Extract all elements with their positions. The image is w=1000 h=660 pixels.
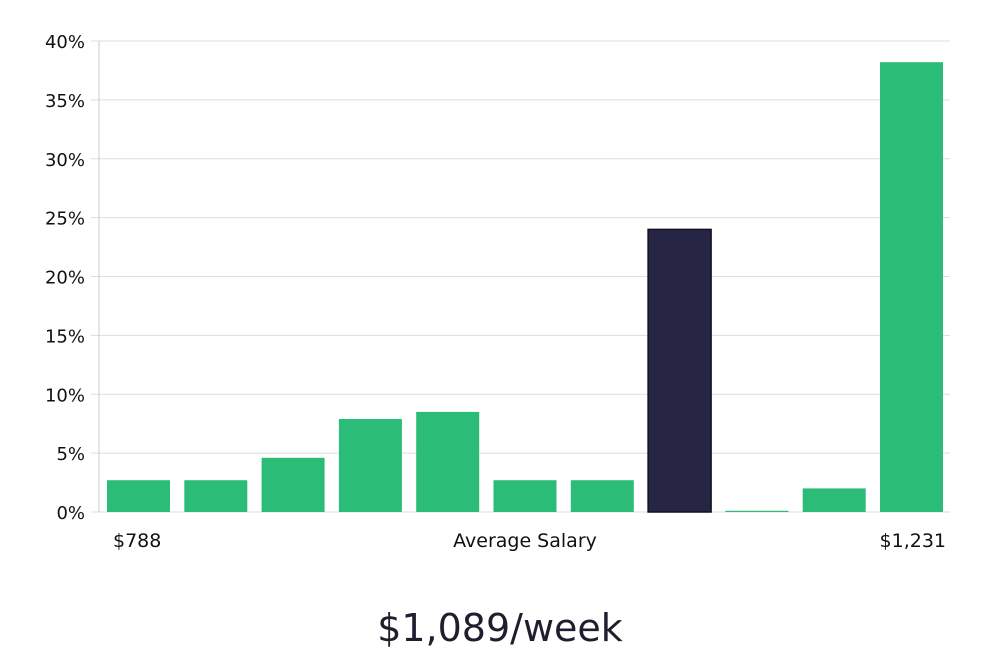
bar	[493, 480, 557, 512]
bars	[107, 62, 943, 513]
y-axis-ticks: 0% 5% 10% 15% 20% 25% 30% 35% 40%	[45, 32, 85, 524]
average-salary-value: $1,089/week	[377, 606, 623, 650]
bar	[570, 480, 634, 512]
bar-highlighted	[647, 228, 712, 513]
x-min-label: $788	[113, 530, 161, 552]
y-tick-label: 25%	[45, 209, 85, 230]
y-tick-label: 15%	[45, 326, 85, 347]
x-max-label: $1,231	[880, 530, 946, 552]
y-tick-label: 40%	[45, 32, 85, 53]
bar	[338, 419, 402, 512]
y-tick-label: 30%	[45, 150, 85, 171]
bar	[725, 510, 789, 512]
y-tick-label: 20%	[45, 268, 85, 289]
y-tick-label: 5%	[56, 444, 85, 465]
salary-distribution-chart: 0% 5% 10% 15% 20% 25% 30% 35% 40% $788 Average S…	[45, 32, 950, 552]
bar	[880, 62, 943, 512]
bar	[107, 480, 170, 512]
grid-lines	[91, 40, 950, 513]
bar	[416, 411, 480, 512]
y-tick-label: 10%	[45, 385, 85, 406]
x-axis-title: Average Salary	[453, 530, 597, 552]
y-tick-label: 35%	[45, 91, 85, 112]
bar	[184, 480, 248, 512]
bar	[802, 488, 866, 512]
bar	[261, 457, 325, 512]
y-tick-label: 0%	[56, 503, 85, 524]
